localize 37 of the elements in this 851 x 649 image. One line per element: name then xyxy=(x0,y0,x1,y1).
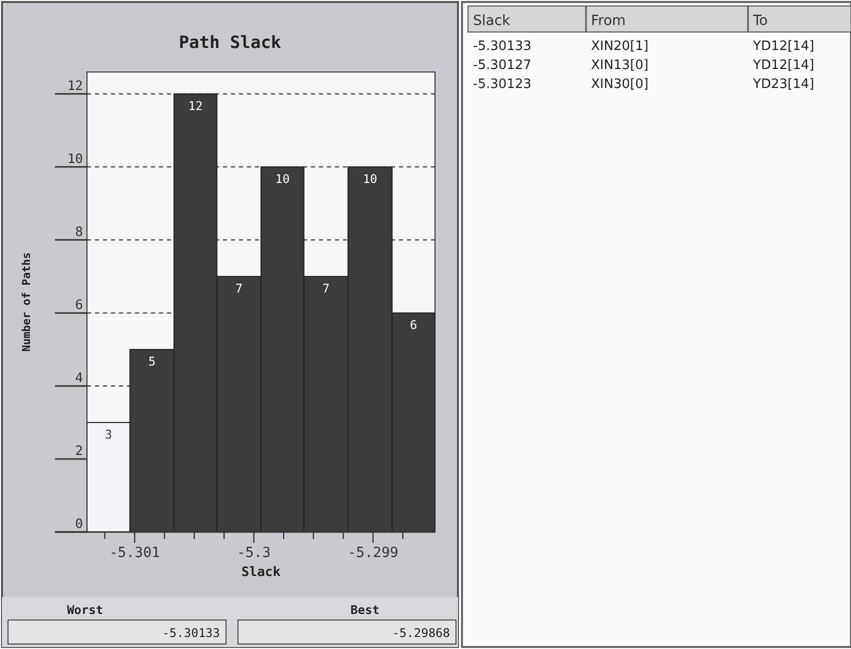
data-label: 12 xyxy=(188,98,203,113)
x-tick-label: -5.301 xyxy=(109,545,160,561)
text: Best xyxy=(350,603,380,617)
y-tick-label: 10 xyxy=(67,152,83,167)
y-tick-label: 6 xyxy=(75,298,83,313)
text: Worst xyxy=(66,603,104,617)
data-label: 7 xyxy=(322,281,330,296)
category-label: From xyxy=(591,13,626,29)
y-tick-label: 2 xyxy=(75,444,83,459)
text: -5.30123 xyxy=(473,77,532,92)
data-label: 5 xyxy=(148,354,156,368)
category-label: Slack xyxy=(473,13,512,29)
x-axis-title: Slack xyxy=(241,565,281,580)
data-label: 10 xyxy=(275,172,290,186)
y-tick-label: 8 xyxy=(75,224,83,240)
text: XIN20[1] xyxy=(591,39,648,54)
x-tick-label: -5.299 xyxy=(348,545,398,561)
x-tick-label: -5.3 xyxy=(236,545,271,561)
text: XIN30[0] xyxy=(591,77,648,92)
y-tick-label: 0 xyxy=(75,517,83,532)
chart-title: Path Slack xyxy=(178,33,282,53)
text: YD12[14] xyxy=(752,39,814,54)
y-tick-label: 12 xyxy=(67,78,83,94)
text: -5.30127 xyxy=(473,58,532,73)
y-tick-label: 4 xyxy=(75,370,84,386)
text: -5.29868 xyxy=(392,626,450,640)
text: -5.30133 xyxy=(162,626,220,640)
text: YD12[14] xyxy=(752,58,814,73)
text: -5.30133 xyxy=(473,39,532,54)
text: XIN13[0] xyxy=(591,58,648,73)
data-label: 3 xyxy=(104,427,112,442)
category-label: To xyxy=(752,13,768,29)
data-label: 7 xyxy=(235,281,243,296)
y-axis-title: Number of Paths xyxy=(20,252,33,352)
text: YD23[14] xyxy=(752,77,814,92)
data-label: 6 xyxy=(410,318,418,332)
data-label: 10 xyxy=(362,172,378,186)
